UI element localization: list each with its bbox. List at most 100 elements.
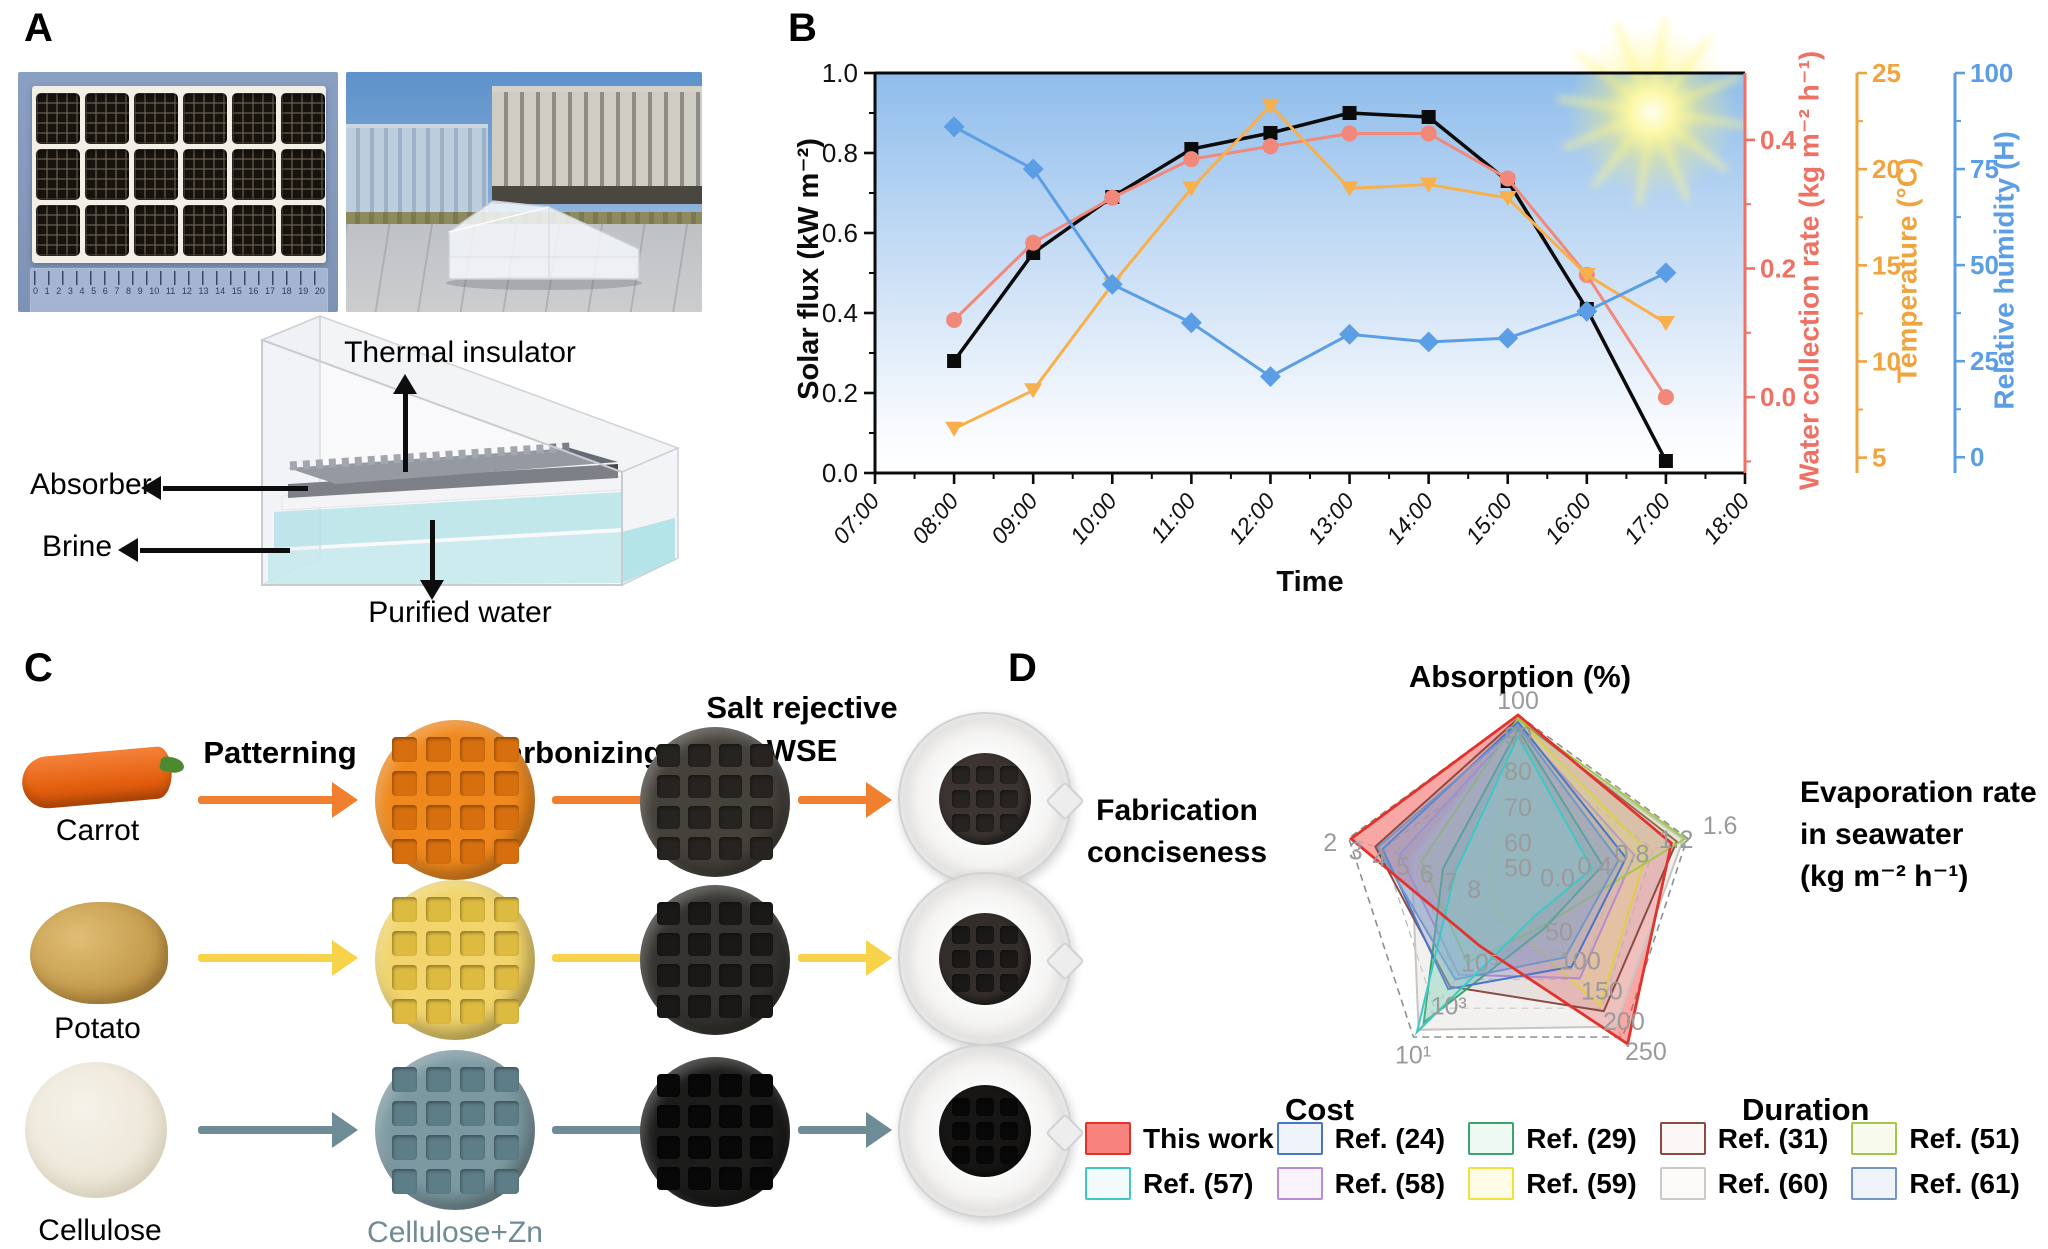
absorber-label: Absorber: [30, 468, 152, 501]
svg-text:50: 50: [1970, 250, 1999, 280]
up-arrow-icon: [393, 374, 417, 394]
cellulose-label: Cellulose: [38, 1214, 162, 1247]
absorber-tile: [85, 205, 129, 256]
svg-text:8: 8: [1467, 876, 1481, 904]
ruler-numbers: 0 1 2 3 4 5 6 7 8 9 10 11 12 13 14 15 16 17 18 19 20: [33, 286, 325, 296]
absorber-tile: [134, 93, 178, 144]
line-chart: 0.0 0.2 0.4 0.6 0.8 1.0 07:00 08:00 09:00 10:00 11…: [822, 17, 2013, 549]
thermal-insulator-label: Thermal insulator: [344, 336, 576, 369]
panel-b-label: B: [788, 6, 817, 50]
potato-label: Potato: [54, 1012, 141, 1045]
fabrication-axis-title: Fabrication conciseness: [1047, 790, 1307, 874]
cellulose-disc-photo: [25, 1062, 167, 1198]
ruler-ticks: [34, 271, 324, 285]
svg-text:0.6: 0.6: [822, 218, 858, 248]
svg-text:3: 3: [1349, 838, 1363, 866]
svg-text:12:00: 12:00: [1223, 488, 1280, 549]
svg-text:150: 150: [1581, 978, 1623, 1006]
left-arrow-icon: [141, 476, 161, 500]
svg-text:17:00: 17:00: [1618, 488, 1675, 549]
svg-text:50: 50: [1545, 919, 1573, 947]
ruler: 0 1 2 3 4 5 6 7 8 9 10 11 12 13 14 15 16 17 18 19 20: [30, 268, 328, 312]
down-arrow-icon: [420, 580, 444, 600]
svg-text:0.0: 0.0: [822, 458, 858, 488]
absorber-array-substrate: [32, 86, 326, 263]
salt-rejection-dish: [898, 1044, 1085, 1218]
svg-text:100: 100: [1970, 58, 2013, 88]
svg-text:10:00: 10:00: [1065, 488, 1122, 549]
svg-text:10⁵: 10⁵: [1461, 950, 1499, 978]
legend-swatch: [1659, 1167, 1706, 1200]
svg-text:2: 2: [1323, 829, 1337, 857]
svg-text:1.2: 1.2: [1659, 826, 1694, 854]
svg-text:10¹: 10¹: [1395, 1042, 1431, 1070]
absorption-axis-title: Absorption (%): [1408, 659, 1632, 694]
svg-text:250: 250: [1625, 1038, 1667, 1066]
evaporation-title-line1: Evaporation rate: [1800, 776, 2037, 809]
svg-text:0.0: 0.0: [1760, 382, 1796, 412]
brine-label: Brine: [42, 530, 113, 563]
legend-swatch: [1468, 1122, 1515, 1155]
absorber-tile: [281, 205, 325, 256]
legend-swatch: [1085, 1167, 1131, 1200]
absorber-tile: [232, 205, 276, 256]
evaporation-title-line3: (kg m⁻² h⁻¹): [1800, 860, 1969, 893]
svg-text:20: 20: [1872, 154, 1901, 184]
svg-text:100: 100: [1559, 948, 1601, 976]
svg-text:15: 15: [1872, 250, 1901, 280]
salt-rejective-step-label-line1: Salt rejective: [706, 690, 898, 725]
process-arrow-icon: [198, 940, 358, 976]
time-axis-title: Time: [1276, 566, 1344, 598]
radar-legend: This work Ref. (24) Ref. (29) Ref. (31) Ref.…: [1085, 1122, 2043, 1200]
legend-swatch: [1851, 1167, 1898, 1200]
svg-text:0: 0: [1970, 442, 1984, 472]
absorber-tile: [36, 93, 80, 144]
legend-item: Ref. (60): [1659, 1167, 1852, 1200]
svg-text:15:00: 15:00: [1460, 488, 1517, 549]
patterning-step-label: Patterning: [203, 735, 357, 770]
legend-label: Ref. (24): [1334, 1122, 1446, 1154]
legend-item: Ref. (57): [1085, 1167, 1277, 1200]
svg-text:0.0: 0.0: [1540, 865, 1575, 893]
outdoor-device-photo: [346, 72, 702, 312]
svg-text:09:00: 09:00: [986, 488, 1043, 549]
svg-text:16:00: 16:00: [1539, 488, 1596, 549]
absorber-tile: [232, 149, 276, 200]
purified-water-arrow: [430, 520, 435, 582]
svg-text:0.4: 0.4: [1760, 125, 1797, 155]
fabrication-title-line2: conciseness: [1086, 836, 1268, 869]
svg-text:80: 80: [1504, 758, 1532, 786]
svg-text:6: 6: [1420, 861, 1434, 889]
legend-label: Ref. (51): [1909, 1122, 2020, 1154]
device-schematic: [259, 314, 681, 587]
legend-label: Ref. (31): [1717, 1122, 1829, 1154]
building-right: [492, 86, 702, 204]
svg-text:10³: 10³: [1431, 993, 1467, 1021]
absorber-tile: [36, 205, 80, 256]
solar-flux-axis-title: Solar flux (kW m⁻²): [793, 138, 826, 400]
svg-text:90: 90: [1504, 723, 1532, 751]
process-arrow-icon: [798, 782, 892, 818]
carrot-photo: [20, 745, 174, 811]
process-arrow-icon: [198, 1112, 358, 1148]
svg-text:0.8: 0.8: [822, 138, 858, 168]
svg-text:13:00: 13:00: [1302, 488, 1359, 549]
svg-text:10: 10: [1872, 346, 1901, 376]
legend-label: Ref. (58): [1334, 1167, 1446, 1199]
water-rate-axis-title: Water collection rate (kg m⁻² h⁻¹): [1793, 50, 1825, 491]
legend-label: Ref. (57): [1143, 1167, 1254, 1199]
thermal-insulator-arrow: [403, 390, 408, 472]
absorber-tile: [281, 93, 325, 144]
fabrication-title-line1: Fabrication: [1096, 794, 1258, 827]
svg-text:100: 100: [1497, 687, 1539, 715]
legend-item: Ref. (59): [1468, 1167, 1660, 1200]
legend-label: Ref. (29): [1526, 1122, 1637, 1154]
panel-c-label: C: [24, 646, 53, 690]
svg-text:7: 7: [1443, 868, 1457, 896]
potato-photo: [30, 902, 168, 1004]
legend-swatch: [1276, 1122, 1323, 1155]
legend-label: Ref. (59): [1526, 1167, 1637, 1199]
carbonized-disc: [640, 727, 790, 877]
absorber-tile: [134, 205, 178, 256]
svg-text:08:00: 08:00: [907, 488, 964, 549]
